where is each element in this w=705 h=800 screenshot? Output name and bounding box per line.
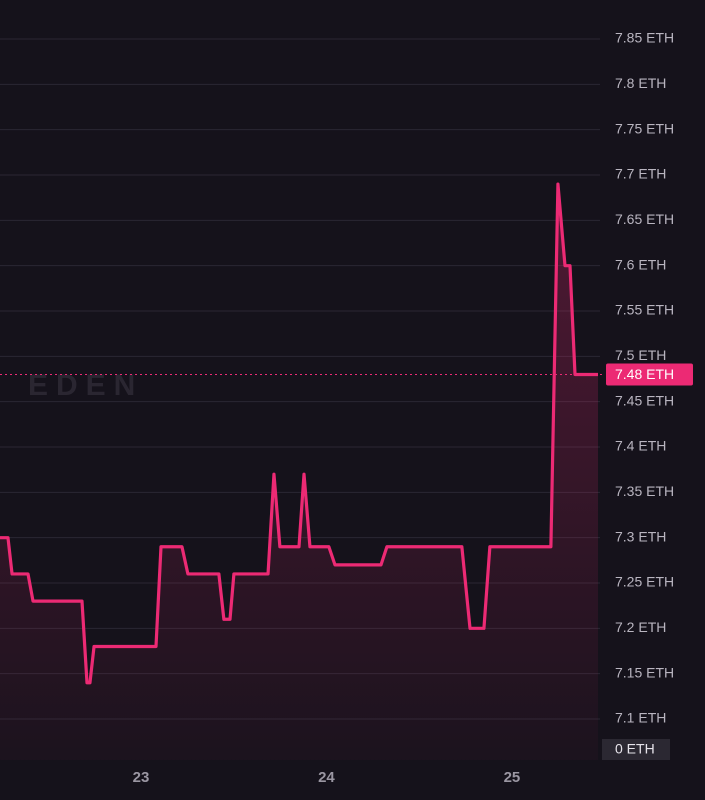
y-tick-label: 7.5 ETH	[615, 347, 666, 363]
y-tick-label: 7.25 ETH	[615, 574, 674, 590]
y-tick-label: 7.7 ETH	[615, 166, 666, 182]
y-tick-label: 7.6 ETH	[615, 256, 666, 272]
y-tick-label: 7.4 ETH	[615, 438, 666, 454]
watermark: EDEN	[28, 369, 143, 402]
y-tick-label: 7.35 ETH	[615, 483, 674, 499]
area	[0, 184, 598, 761]
y-tick-label: 7.85 ETH	[615, 30, 674, 46]
y-tick-label: 7.15 ETH	[615, 664, 674, 680]
y-tick-label: 7.3 ETH	[615, 528, 666, 544]
x-tick-label: 24	[318, 769, 335, 786]
y-tick-label: 7.8 ETH	[615, 75, 666, 91]
x-tick-label: 23	[133, 769, 150, 786]
volume-label-box	[602, 739, 670, 760]
last-price-label: 7.48 ETH	[615, 366, 674, 382]
x-tick-label: 25	[504, 769, 521, 786]
y-tick-label: 7.65 ETH	[615, 211, 674, 227]
y-tick-label: 7.45 ETH	[615, 392, 674, 408]
y-tick-label: 7.75 ETH	[615, 120, 674, 136]
price-line	[0, 182, 598, 685]
y-tick-label: 7.2 ETH	[615, 619, 666, 635]
volume-zero-label: 0 ETH	[615, 741, 655, 757]
y-tick-label: 7.55 ETH	[615, 302, 674, 318]
last-price-box	[606, 363, 693, 386]
y-tick-label: 7.1 ETH	[615, 710, 666, 726]
